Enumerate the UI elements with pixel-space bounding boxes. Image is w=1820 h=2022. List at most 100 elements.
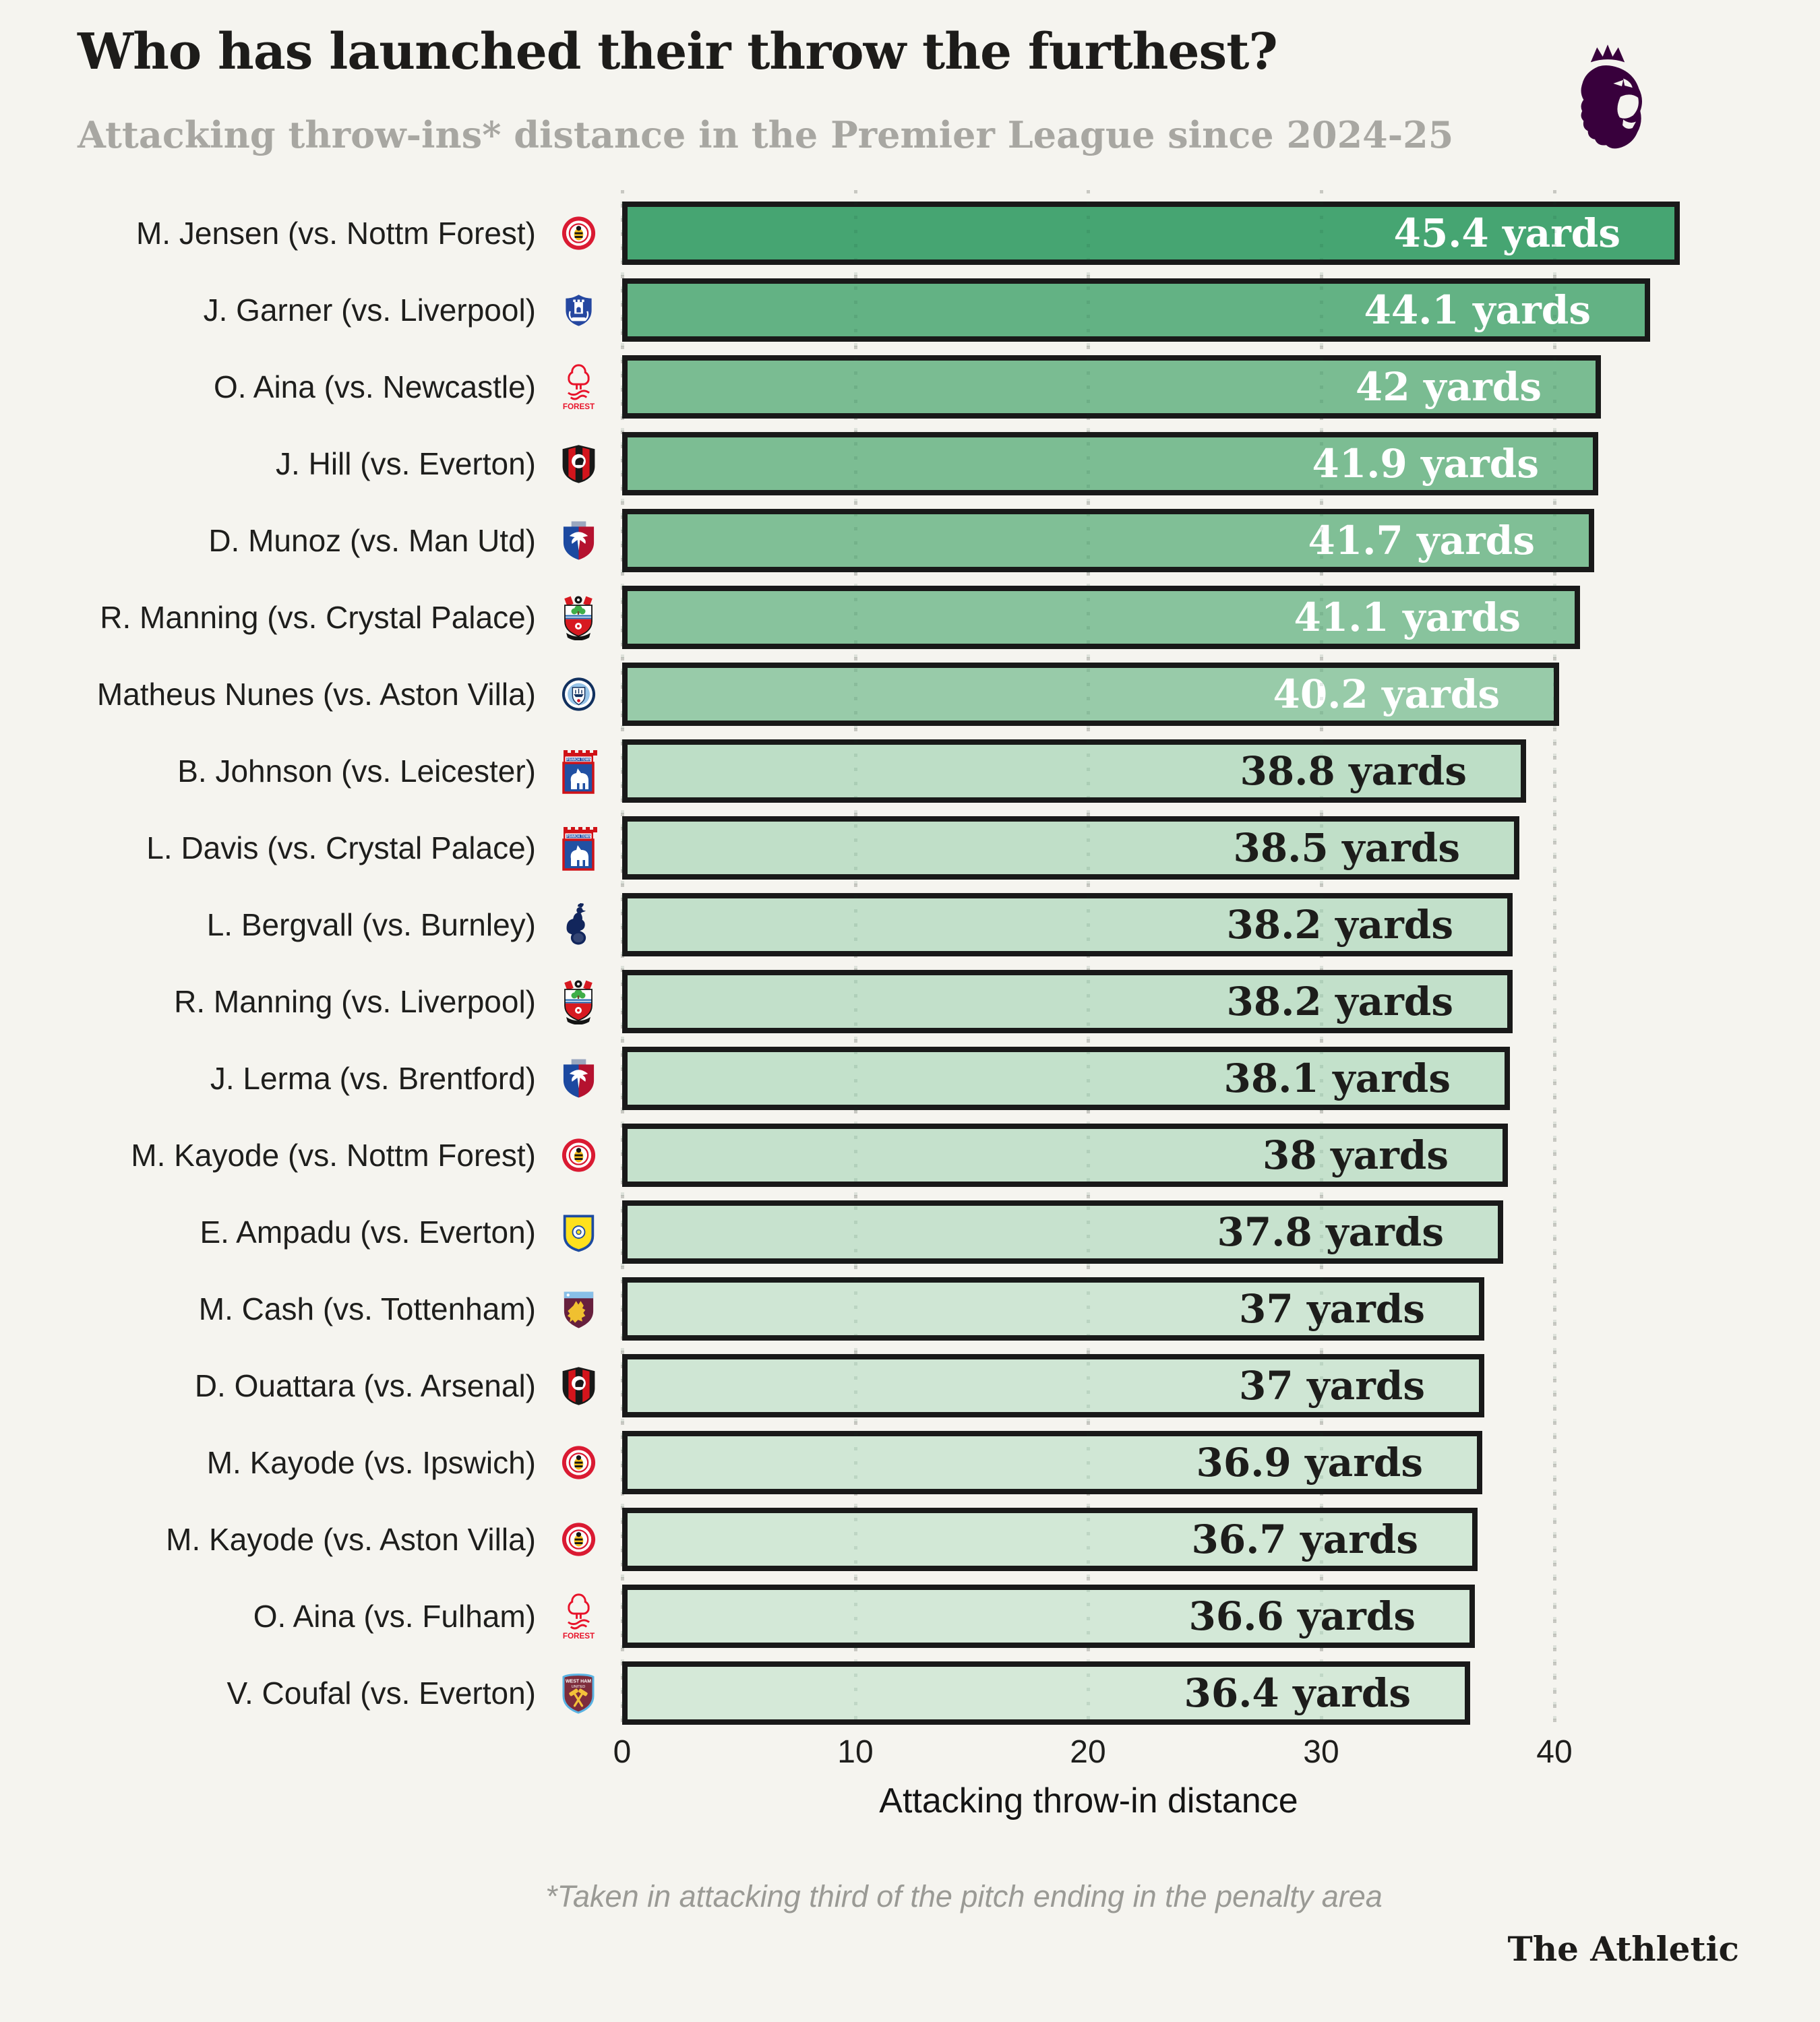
nottm-forest-badge-icon: [551, 1585, 605, 1648]
bar: 36.4 yards: [622, 1661, 1470, 1725]
chart-row: O. Aina (vs. Newcastle) 42 yards: [0, 355, 1820, 419]
leeds-badge-icon: [551, 1200, 605, 1264]
chart-row: J. Garner (vs. Liverpool) 44.1 yards: [0, 278, 1820, 342]
row-label: M. Jensen (vs. Nottm Forest): [135, 216, 536, 251]
chart-row: M. Kayode (vs. Ipswich) 36.9 yards: [0, 1431, 1820, 1494]
chart-row: M. Cash (vs. Tottenham) 37 yards: [0, 1277, 1820, 1341]
row-label: D. Ouattara (vs. Arsenal): [194, 1368, 536, 1403]
row-label: R. Manning (vs. Crystal Palace): [100, 600, 536, 635]
ipswich-badge-icon: [551, 739, 605, 803]
southampton-badge-icon: [551, 970, 605, 1033]
chart-rows: M. Jensen (vs. Nottm Forest) 45.4 yards J.…: [0, 202, 1820, 1725]
chart-row: D. Munoz (vs. Man Utd) 41.7 yards: [0, 509, 1820, 572]
the-athletic-logo: The Athletic: [1507, 1929, 1739, 1969]
chart-row: M. Jensen (vs. Nottm Forest) 45.4 yards: [0, 202, 1820, 265]
bar: 38.2 yards: [622, 893, 1513, 956]
bar: 37 yards: [622, 1277, 1484, 1341]
chart-row: M. Kayode (vs. Nottm Forest) 38 yards: [0, 1124, 1820, 1187]
bar: 40.2 yards: [622, 663, 1559, 726]
gridline: [1087, 202, 1090, 1721]
bar-value-label: 38.1 yards: [1223, 1055, 1451, 1101]
x-axis-tick-label: 0: [613, 1734, 632, 1770]
bar: 38.8 yards: [622, 739, 1526, 803]
chart-row: V. Coufal (vs. Everton) 36.4 yards: [0, 1661, 1820, 1725]
bar-value-label: 44.1 yards: [1364, 287, 1591, 333]
gridline: [1087, 190, 1090, 1729]
row-label: J. Lerma (vs. Brentford): [210, 1061, 536, 1096]
everton-badge-icon: [551, 278, 605, 342]
chart-row: J. Lerma (vs. Brentford) 38.1 yards: [0, 1047, 1820, 1110]
bar: 44.1 yards: [622, 278, 1650, 342]
premier-league-lion-icon: [1581, 44, 1642, 149]
bar: 45.4 yards: [622, 202, 1680, 265]
bar-value-label: 38.5 yards: [1233, 825, 1460, 871]
chart-row: R. Manning (vs. Crystal Palace) 41.1 yard…: [0, 586, 1820, 649]
bar: 36.7 yards: [622, 1508, 1478, 1571]
man-city-badge-icon: [551, 663, 605, 726]
bar: 37 yards: [622, 1354, 1484, 1417]
gridline: [1320, 190, 1323, 1729]
bar-value-label: 38.2 yards: [1226, 979, 1453, 1024]
row-label: J. Hill (vs. Everton): [276, 446, 536, 481]
bar-value-label: 41.9 yards: [1312, 441, 1539, 487]
gridline: [854, 202, 857, 1721]
chart-row: O. Aina (vs. Fulham) 36.6 yards: [0, 1585, 1820, 1648]
row-label: M. Kayode (vs. Ipswich): [206, 1445, 536, 1480]
row-label: V. Coufal (vs. Everton): [226, 1676, 537, 1711]
bar: 36.6 yards: [622, 1585, 1475, 1648]
crystal-palace-badge-icon: [551, 509, 605, 572]
bar-value-label: 37 yards: [1239, 1286, 1425, 1332]
bar-value-label: 37.8 yards: [1217, 1209, 1444, 1255]
page-subtitle: Attacking throw-ins* distance in the Pre…: [78, 113, 1454, 156]
gridline: [854, 190, 857, 1729]
ipswich-badge-icon: [551, 816, 605, 880]
row-label: O. Aina (vs. Fulham): [253, 1599, 536, 1634]
row-label: M. Cash (vs. Tottenham): [198, 1291, 536, 1326]
x-axis-tick-label: 20: [1070, 1734, 1106, 1770]
southampton-badge-icon: [551, 586, 605, 649]
brentford-badge-icon: [551, 202, 605, 265]
bar: 41.9 yards: [622, 432, 1598, 495]
bar: 41.7 yards: [622, 509, 1594, 572]
bar-value-label: 36.9 yards: [1196, 1440, 1423, 1485]
bar: 38 yards: [622, 1124, 1508, 1187]
gridline: [1320, 202, 1323, 1721]
bar-value-label: 36.7 yards: [1191, 1516, 1418, 1562]
chart-row: E. Ampadu (vs. Everton) 37.8 yards: [0, 1200, 1820, 1264]
row-label: L. Davis (vs. Crystal Palace): [146, 830, 536, 865]
row-label: M. Kayode (vs. Aston Villa): [166, 1522, 536, 1557]
aston-villa-badge-icon: [551, 1277, 605, 1341]
bar: 37.8 yards: [622, 1200, 1503, 1264]
bar: 42 yards: [622, 355, 1601, 419]
chart-row: D. Ouattara (vs. Arsenal) 37 yards: [0, 1354, 1820, 1417]
gridline: [621, 190, 624, 1729]
bar-value-label: 41.7 yards: [1308, 518, 1535, 563]
row-label: Matheus Nunes (vs. Aston Villa): [96, 677, 536, 712]
chart-row: R. Manning (vs. Liverpool) 38.2 yards: [0, 970, 1820, 1033]
row-label: B. Johnson (vs. Leicester): [177, 754, 536, 789]
chart-row: J. Hill (vs. Everton) 41.9 yards: [0, 432, 1820, 495]
bar: 36.9 yards: [622, 1431, 1482, 1494]
bar-value-label: 40.2 yards: [1273, 671, 1500, 717]
bar-value-label: 38 yards: [1263, 1132, 1449, 1178]
nottm-forest-badge-icon: [551, 355, 605, 419]
x-axis-tick-label: 30: [1303, 1734, 1339, 1770]
bar: 41.1 yards: [622, 586, 1580, 649]
brentford-badge-icon: [551, 1431, 605, 1494]
brentford-badge-icon: [551, 1124, 605, 1187]
chart-row: Matheus Nunes (vs. Aston Villa) 40.2 yard…: [0, 663, 1820, 726]
bournemouth-badge-icon: [551, 1354, 605, 1417]
bar-value-label: 38.8 yards: [1240, 748, 1467, 794]
bar-value-label: 45.4 yards: [1393, 210, 1620, 256]
bar: 38.2 yards: [622, 970, 1513, 1033]
row-label: L. Bergvall (vs. Burnley): [206, 907, 536, 942]
west-ham-badge-icon: [551, 1661, 605, 1725]
chart-row: L. Davis (vs. Crystal Palace) 38.5 yards: [0, 816, 1820, 880]
gridline: [1553, 190, 1556, 1729]
row-label: E. Ampadu (vs. Everton): [200, 1215, 536, 1250]
bar-value-label: 38.2 yards: [1226, 902, 1453, 948]
crystal-palace-badge-icon: [551, 1047, 605, 1110]
bar: 38.1 yards: [622, 1047, 1510, 1110]
row-label: D. Munoz (vs. Man Utd): [208, 523, 536, 558]
